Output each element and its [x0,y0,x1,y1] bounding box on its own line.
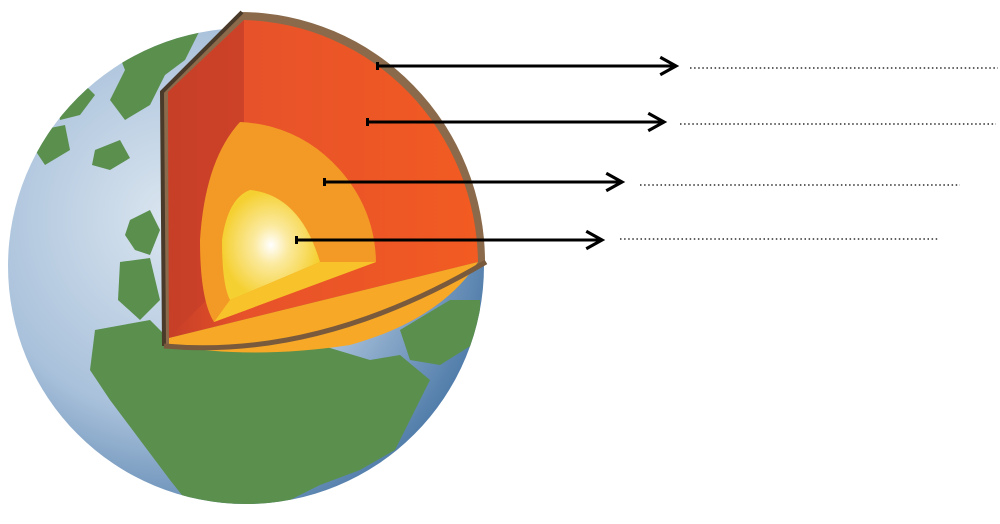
bottom-face [169,262,478,353]
inner-core-layer [222,190,320,300]
iceland [92,140,130,170]
arabia [400,300,480,365]
arrow-outer-core-tail [323,178,326,186]
africa [90,320,430,504]
madagascar [428,430,450,480]
crust-edge [159,10,244,347]
arrow-crust-tail [376,62,379,70]
arrow-mantle-tail [366,118,369,126]
label-pointers [295,55,998,251]
arrow-inner-core-tail [295,236,298,244]
inner-core-bottom [214,262,376,322]
crust-bottom-edge [163,259,488,351]
europe [118,210,160,320]
globe [8,10,488,504]
north-islands [35,80,95,165]
